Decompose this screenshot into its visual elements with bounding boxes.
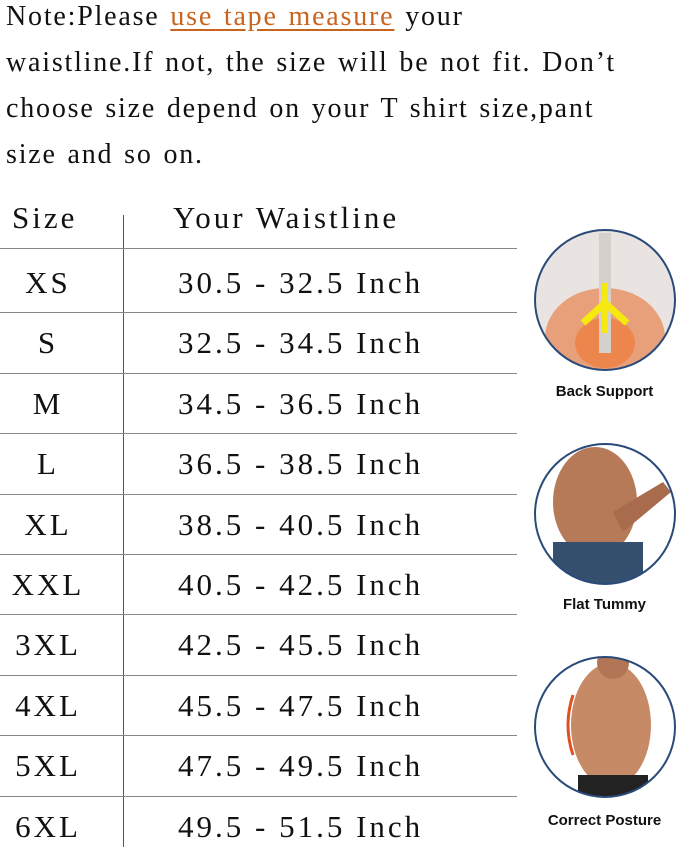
- waist-cell: 49.5 - 51.5 Inch: [178, 808, 424, 844]
- waist-cell: 40.5 - 42.5 Inch: [178, 567, 424, 602]
- feature-caption: Back Support: [555, 383, 654, 400]
- size-cell: L: [37, 446, 59, 482]
- waist-cell: 38.5 - 40.5 Inch: [178, 506, 424, 542]
- row-divider: [0, 312, 517, 314]
- flat-tummy-image: [534, 443, 676, 585]
- row-divider: [0, 433, 517, 435]
- size-cell: 3XL: [15, 627, 81, 663]
- note: Note:Please use tape measure your waistl…: [6, 0, 616, 178]
- row-divider: [0, 735, 517, 737]
- size-cell: 4XL: [15, 687, 81, 723]
- size-cell: XXL: [11, 567, 85, 602]
- waist-cell: 47.5 - 49.5 Inch: [178, 748, 424, 784]
- back-support-image: [534, 229, 676, 371]
- header-cell: Your Waistline: [173, 200, 400, 235]
- note-text: Note:Please: [6, 1, 171, 32]
- row-divider: [0, 554, 517, 555]
- row-divider: [0, 795, 517, 797]
- row-divider: [0, 493, 517, 495]
- feature-caption: Flat Tummy: [562, 596, 647, 613]
- row-divider: [0, 614, 517, 616]
- row-divider: [0, 248, 517, 249]
- size-cell: 6XL: [15, 808, 81, 844]
- note-link[interactable]: use tape measure: [170, 1, 395, 32]
- size-cell: XS: [25, 265, 71, 300]
- waist-cell: 30.5 - 32.5 Inch: [178, 265, 424, 300]
- size-cell: S: [37, 325, 59, 361]
- row-divider: [0, 372, 517, 374]
- note-text: your waistline.If not, the size will be …: [6, 1, 616, 170]
- row-divider: [0, 674, 517, 676]
- size-cell: 5XL: [15, 748, 81, 784]
- waist-cell: 42.5 - 45.5 Inch: [178, 627, 424, 663]
- correct-posture-image: [534, 656, 676, 798]
- waist-cell: 34.5 - 36.5 Inch: [178, 385, 424, 421]
- feature-caption: Correct Posture: [547, 812, 662, 829]
- size-cell: M: [32, 385, 64, 421]
- waist-cell: 45.5 - 47.5 Inch: [178, 687, 424, 723]
- waist-cell: 32.5 - 34.5 Inch: [178, 325, 424, 361]
- column-divider: [123, 215, 124, 847]
- size-cell: XL: [24, 506, 72, 542]
- waist-cell: 36.5 - 38.5 Inch: [178, 446, 424, 482]
- header-cell: Size: [12, 200, 78, 235]
